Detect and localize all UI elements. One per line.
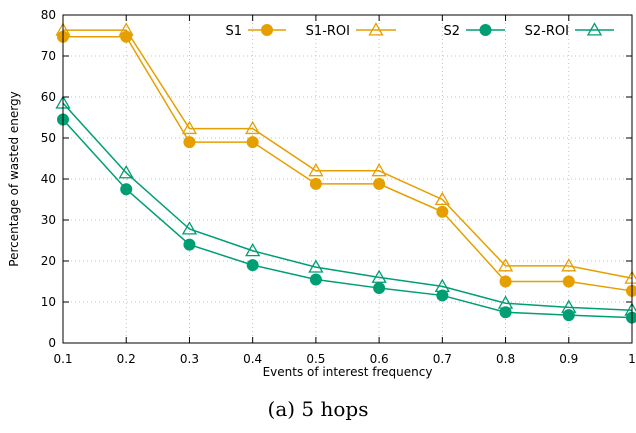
x-tick-label: 0.8: [496, 352, 515, 366]
y-tick-label: 60: [41, 90, 56, 104]
legend: S1 S1-ROI S2 S2-ROI: [225, 22, 614, 39]
x-tick-label: 0.4: [243, 352, 262, 366]
y-tick-label: 50: [41, 131, 56, 145]
series-s1: [57, 30, 636, 297]
series-line-s2: [62, 119, 633, 319]
data-point-s2-roi: [308, 259, 324, 273]
legend-entry-s2: S2: [443, 24, 505, 39]
data-point-s1: [499, 275, 512, 288]
series-s2: [57, 113, 636, 324]
data-point-s2-roi: [561, 299, 577, 313]
data-point-s1: [436, 205, 449, 218]
x-tick-label: 0.9: [559, 352, 578, 366]
legend-marker: [586, 22, 603, 36]
data-point-s1: [626, 284, 636, 297]
series-line-s1: [63, 35, 633, 292]
x-axis-label: Events of interest frequency: [263, 365, 433, 379]
data-point-s2: [499, 306, 512, 319]
tick-marks: 0 10 20 30 40 50 60 70 80 0.1 0.2 0.3 0.4 0.5 0.6 0.7 0.…: [41, 8, 636, 366]
legend-label: S1: [225, 24, 242, 39]
data-point-s1-roi: [245, 120, 261, 135]
y-tick-label: 20: [41, 254, 56, 268]
data-point-s2-roi: [497, 295, 514, 309]
grid-lines: [63, 15, 632, 343]
series-layer: [55, 22, 636, 324]
x-tick-label: 0.7: [433, 352, 452, 366]
y-tick-label: 70: [41, 49, 56, 63]
data-point-s1-roi: [497, 258, 514, 272]
x-tick-label: 0.3: [180, 352, 199, 366]
legend-entry-s2-roi: S2-ROI: [525, 22, 614, 39]
legend-label: S2-ROI: [525, 24, 569, 39]
data-point-s2: [246, 259, 259, 272]
data-point-s1: [246, 136, 259, 149]
series-s1-roi: [55, 22, 636, 284]
x-tick-label: 0.1: [53, 352, 72, 366]
data-point-s2-roi: [118, 165, 134, 179]
x-tick-label: 1: [628, 352, 636, 366]
legend-entry-s1-roi: S1-ROI: [306, 22, 396, 39]
y-tick-label: 10: [41, 295, 56, 309]
data-point-s2: [120, 183, 133, 196]
data-point-s1-roi: [181, 120, 198, 135]
data-point-s2-roi: [181, 221, 198, 235]
data-point-s2-roi: [434, 278, 450, 292]
data-point-s2-roi: [371, 269, 387, 283]
data-point-s1: [562, 275, 575, 288]
y-tick-label: 0: [48, 336, 56, 350]
data-point-s1-roi: [308, 162, 324, 177]
data-point-s1-roi: [561, 258, 577, 272]
data-point-s2: [436, 289, 449, 302]
x-tick-label: 0.5: [306, 352, 325, 366]
x-tick-label: 0.6: [370, 352, 389, 366]
legend-marker: [261, 24, 273, 36]
data-point-s2: [183, 238, 196, 251]
y-tick-label: 80: [41, 8, 56, 22]
data-point-s1-roi: [118, 22, 134, 36]
legend-label: S2: [443, 24, 460, 39]
data-point-s1: [309, 177, 322, 190]
series-s2-roi: [55, 95, 636, 316]
data-point-s2: [373, 282, 386, 295]
series-line-s1-roi: [63, 29, 633, 279]
legend-label: S1-ROI: [306, 24, 350, 39]
legend-marker: [368, 22, 384, 36]
chart-caption: (a) 5 hops: [268, 397, 369, 421]
data-point-s2-roi: [245, 242, 261, 257]
series-line-s2-roi: [62, 102, 633, 311]
data-point-s1: [183, 136, 196, 149]
legend-entry-s1: S1: [225, 24, 286, 39]
y-tick-label: 30: [41, 213, 56, 227]
data-point-s1-roi: [434, 191, 450, 206]
data-point-s2: [309, 273, 322, 286]
data-point-s2: [626, 311, 636, 324]
legend-marker: [479, 24, 492, 36]
data-point-s1: [373, 177, 386, 190]
data-point-s1-roi: [371, 162, 387, 177]
y-tick-label: 40: [41, 172, 56, 186]
data-point-s2: [562, 309, 575, 322]
x-tick-label: 0.2: [117, 352, 136, 366]
y-axis-label: Percentage of wasted energy: [7, 91, 21, 266]
